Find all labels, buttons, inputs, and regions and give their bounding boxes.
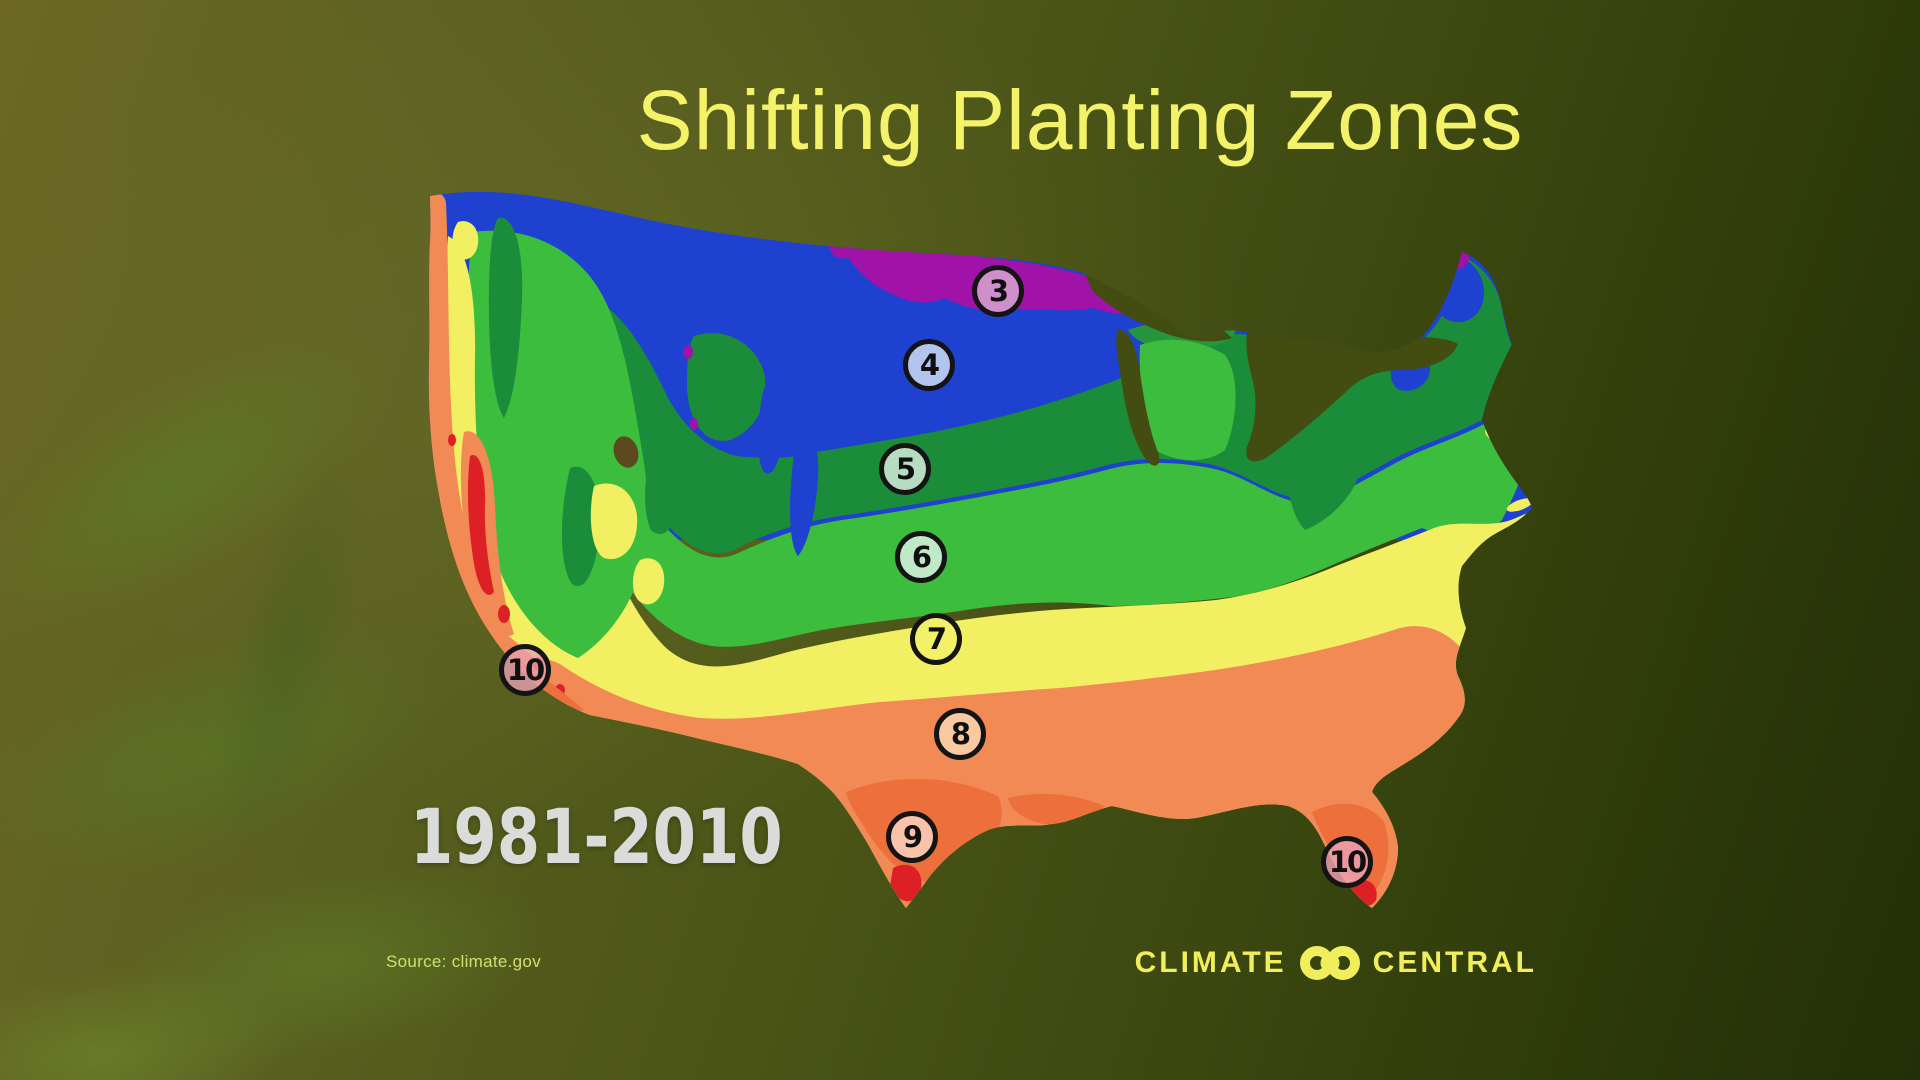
lake-michigan	[1116, 329, 1160, 466]
lakes-huron-erie-ontario	[1246, 324, 1458, 462]
zone-9-region	[846, 778, 1002, 883]
high-elevation-spot	[613, 436, 639, 468]
climate-central-logo: CLIMATE CENTRAL	[1135, 942, 1537, 984]
yellowstone-rockies	[687, 333, 766, 441]
climate-wordmark: CLIMATE	[1134, 946, 1287, 979]
period-label: 1981-2010	[410, 792, 783, 881]
zone-6-region	[599, 380, 1530, 647]
sierra	[561, 466, 601, 587]
central-wordmark: CENTRAL	[1372, 946, 1537, 979]
wasatch	[645, 450, 682, 535]
zone-10-texas-tip	[890, 864, 922, 902]
michigan-mitten	[1139, 339, 1236, 461]
cascades	[488, 217, 523, 418]
zone-5-region	[599, 256, 1512, 554]
page-title: Shifting Planting Zones	[636, 73, 1524, 167]
interlocking-rings-icon	[1299, 946, 1360, 980]
source-label: Source: climate.gov	[386, 952, 541, 971]
